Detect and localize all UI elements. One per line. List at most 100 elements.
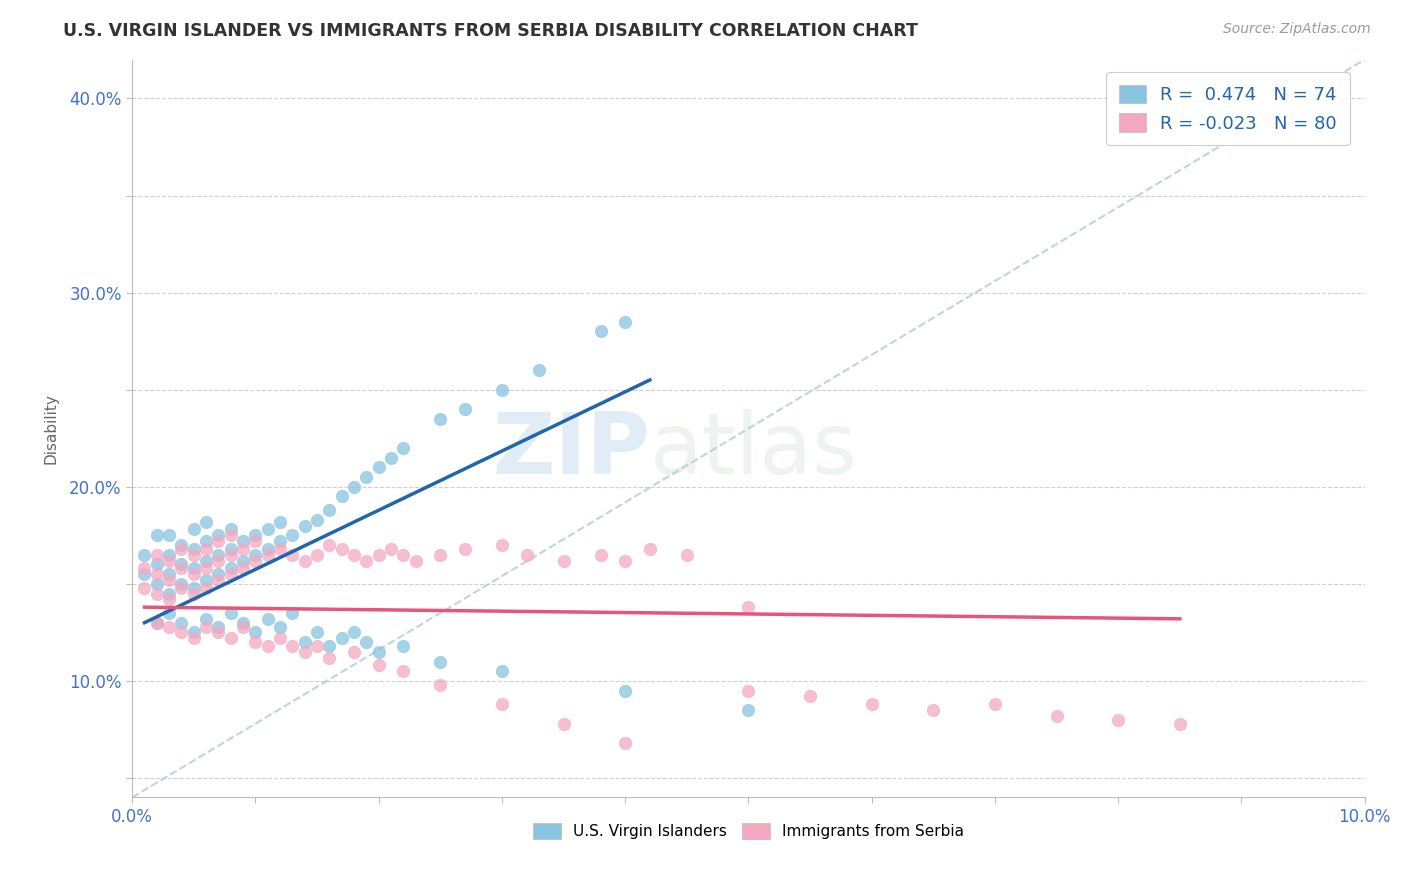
Point (207, 528, 229, 542)
Point (984, 698, 1007, 712)
Point (318, 650, 340, 665)
Point (454, 402, 477, 417)
Point (134, 567, 156, 582)
Point (195, 541, 218, 556)
Point (318, 538, 340, 552)
Point (454, 541, 477, 556)
Point (614, 736, 637, 750)
Point (380, 541, 402, 556)
Point (207, 625, 229, 640)
Point (183, 523, 205, 537)
Point (527, 363, 550, 377)
Point (294, 645, 316, 659)
Point (157, 619, 180, 633)
Point (405, 553, 427, 567)
Point (134, 548, 156, 562)
Point (146, 528, 169, 542)
Text: Source: ZipAtlas.com: Source: ZipAtlas.com (1223, 22, 1371, 37)
Point (589, 325, 612, 339)
Point (232, 615, 254, 630)
Point (232, 553, 254, 567)
Point (219, 606, 242, 620)
Point (157, 553, 180, 567)
Point (245, 553, 267, 567)
Point (170, 625, 193, 640)
Point (294, 553, 316, 567)
Point (1107, 713, 1129, 727)
Point (380, 450, 402, 465)
Point (367, 548, 389, 562)
Point (170, 615, 193, 630)
Point (392, 665, 415, 679)
Point (343, 625, 366, 640)
Point (195, 515, 218, 529)
Point (245, 534, 267, 549)
Point (183, 632, 205, 646)
Point (330, 541, 353, 556)
Point (245, 528, 267, 542)
Point (195, 619, 218, 633)
Point (1045, 709, 1067, 723)
Legend: U.S. Virgin Islanders, Immigrants from Serbia: U.S. Virgin Islanders, Immigrants from S… (527, 817, 970, 845)
Point (146, 567, 169, 582)
Point (207, 553, 229, 567)
Point (343, 645, 366, 659)
Point (589, 548, 612, 562)
Point (269, 534, 291, 549)
Point (195, 612, 218, 626)
Point (429, 678, 451, 692)
Point (219, 528, 242, 542)
Point (491, 665, 513, 679)
Point (281, 528, 304, 542)
Point (219, 567, 242, 582)
Point (343, 480, 366, 494)
Point (281, 639, 304, 653)
Point (269, 632, 291, 646)
Point (614, 683, 637, 698)
Point (245, 635, 267, 649)
Point (183, 581, 205, 595)
Point (305, 625, 328, 640)
Point (281, 548, 304, 562)
Point (491, 383, 513, 397)
Point (356, 635, 378, 649)
Point (614, 553, 637, 567)
Point (157, 548, 180, 562)
Point (134, 561, 156, 575)
Point (318, 503, 340, 517)
Point (170, 577, 193, 591)
Point (219, 541, 242, 556)
Point (157, 573, 180, 587)
Point (134, 581, 156, 595)
Point (737, 703, 759, 717)
Point (256, 639, 278, 653)
Point (256, 523, 278, 537)
Point (516, 548, 538, 562)
Point (157, 528, 180, 542)
Point (195, 534, 218, 549)
Point (737, 683, 759, 698)
Point (356, 470, 378, 484)
Point (294, 635, 316, 649)
Point (269, 541, 291, 556)
Text: atlas: atlas (650, 409, 858, 492)
Point (614, 315, 637, 329)
Point (232, 619, 254, 633)
Point (207, 567, 229, 582)
Point (860, 698, 883, 712)
Point (318, 639, 340, 653)
Point (146, 615, 169, 630)
Point (269, 619, 291, 633)
Point (219, 632, 242, 646)
Point (195, 561, 218, 575)
Point (157, 586, 180, 600)
Point (207, 548, 229, 562)
Point (638, 541, 661, 556)
Point (256, 548, 278, 562)
Point (207, 534, 229, 549)
Point (256, 541, 278, 556)
Point (737, 600, 759, 615)
Point (207, 573, 229, 587)
Point (429, 655, 451, 669)
Point (146, 548, 169, 562)
